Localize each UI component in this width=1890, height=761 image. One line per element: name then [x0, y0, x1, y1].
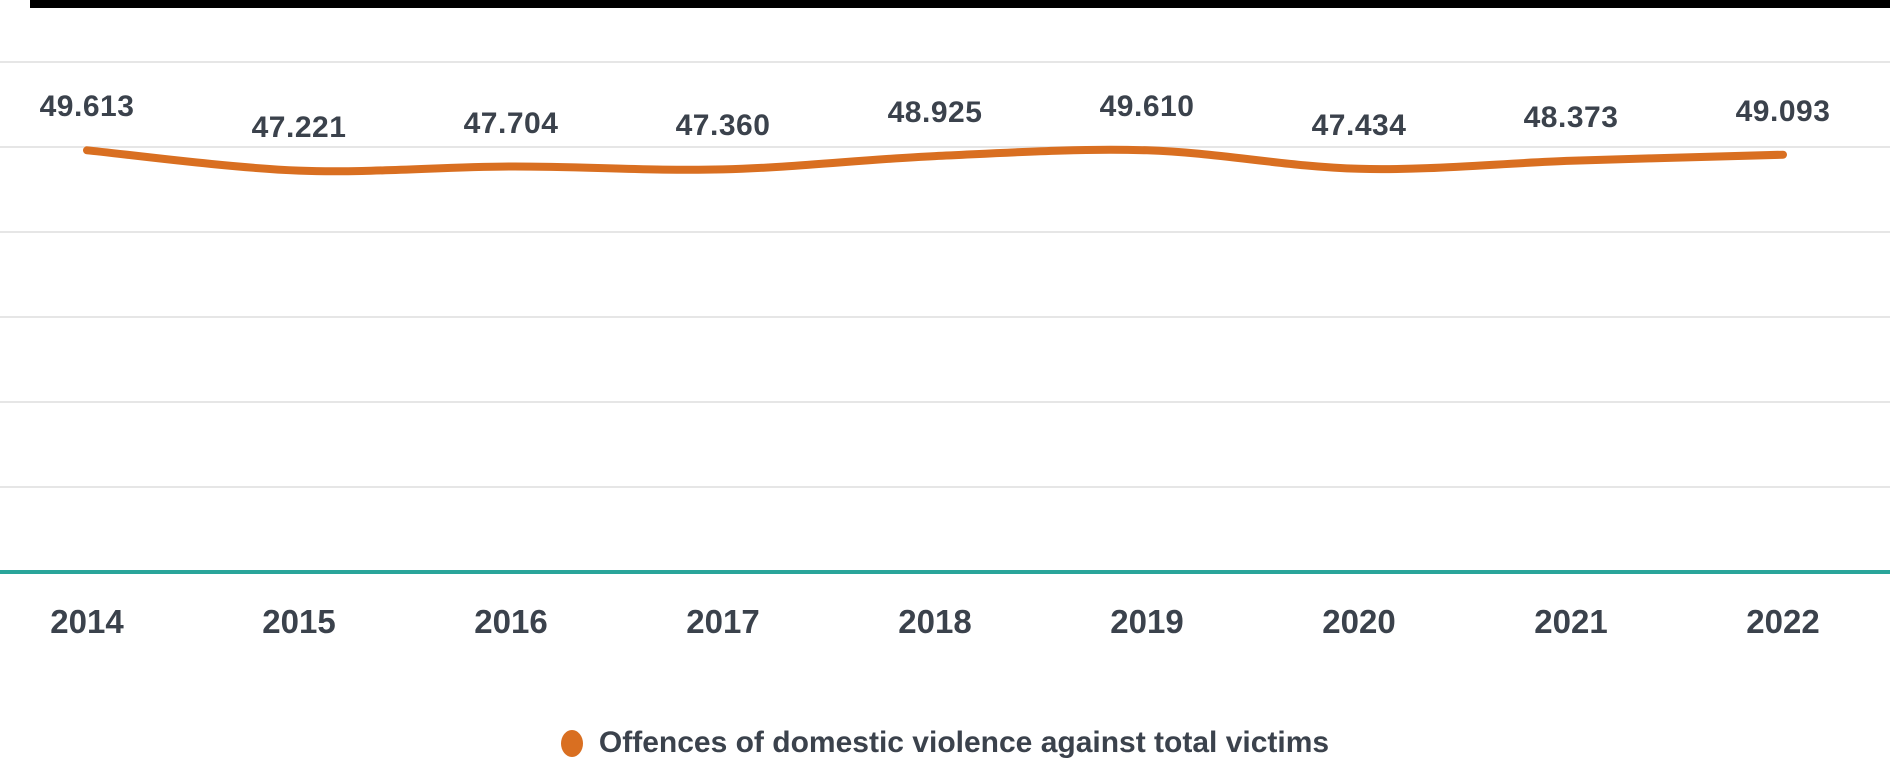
- x-axis-label: 2022: [1746, 603, 1820, 640]
- data-line: [83, 145, 1787, 176]
- value-label: 47.704: [463, 106, 559, 140]
- x-axis-baseline: [0, 570, 1890, 574]
- gridline: [0, 486, 1890, 488]
- value-label: 47.221: [251, 110, 347, 144]
- value-label: 49.093: [1735, 94, 1831, 128]
- gridline: [0, 401, 1890, 403]
- gridline: [0, 61, 1890, 63]
- x-axis-label: 2019: [1110, 603, 1184, 640]
- gridline: [0, 146, 1890, 148]
- x-axis-label: 2014: [50, 603, 124, 640]
- x-axis-label: 2021: [1534, 603, 1608, 640]
- value-label: 48.373: [1523, 100, 1619, 134]
- value-label: 47.360: [675, 109, 771, 143]
- value-label: 47.434: [1311, 108, 1407, 142]
- top-border-rule: [30, 0, 1890, 8]
- legend-dot-icon: [560, 729, 583, 757]
- value-label: 49.613: [39, 90, 135, 124]
- gridline: [0, 316, 1890, 318]
- value-label: 49.610: [1099, 90, 1195, 124]
- gridline: [0, 231, 1890, 233]
- x-axis-label: 2018: [898, 603, 972, 640]
- x-axis-label: 2015: [262, 603, 336, 640]
- legend: Offences of domestic violence against to…: [0, 726, 1890, 760]
- x-axis-label: 2016: [474, 603, 548, 640]
- legend-label: Offences of domestic violence against to…: [598, 726, 1330, 759]
- x-axis-label: 2017: [686, 603, 760, 640]
- x-axis-label: 2020: [1322, 603, 1396, 640]
- value-label: 48.925: [887, 96, 983, 130]
